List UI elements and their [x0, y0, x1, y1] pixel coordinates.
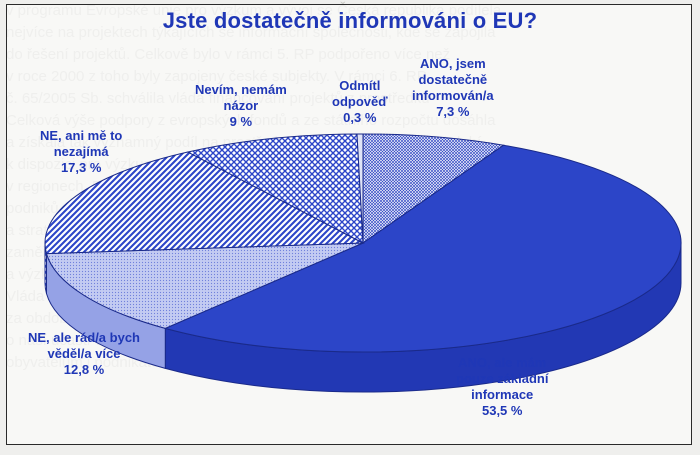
slice-label: Odmítl odpověď 0,3 % — [332, 78, 388, 126]
slice-label: ANO, jsem dostatečně informován/a 7,3 % — [412, 56, 494, 120]
slice-label: NE, ale rád/a bych věděl/a více 12,8 % — [28, 330, 140, 378]
slice-value-label: 17,3 % — [60, 160, 102, 175]
pie-slice — [362, 133, 505, 244]
slice-label: Nevím, nemám názor 9 % — [195, 82, 287, 130]
slice-value-label: 9 % — [229, 114, 253, 129]
slice-value-label: 7,3 % — [436, 104, 470, 119]
slice-label-text: Nevím, nemám — [195, 82, 287, 97]
slice-label-text: informace — [471, 387, 534, 402]
slice-label-text: Odmítl — [339, 78, 381, 93]
slice-label-text: nezajímá — [53, 144, 109, 159]
slice-label-text: NE, ale rád/a bych — [28, 330, 140, 345]
slice-value-label: 53,5 % — [481, 403, 523, 418]
slice-label-text: ANO, jsem — [419, 56, 486, 71]
slice-label-text: dostatečně — [418, 72, 488, 87]
slice-label-text: ANO, ale mám — [458, 355, 547, 370]
pie-slice — [163, 144, 682, 353]
slice-label-text: odpověď — [332, 94, 388, 109]
slice-value-label: 0,3 % — [343, 110, 377, 125]
slice-label: ANO, ale mám pouze základní informace 53,5 … — [456, 355, 548, 419]
slice-label-text: věděl/a více — [47, 346, 121, 361]
slice-label: NE, ani mě to nezajímá 17,3 % — [40, 128, 122, 176]
slice-label-text: pouze základní — [456, 371, 549, 386]
slice-label-text: informován/a — [412, 88, 494, 103]
chart-title: Jste dostatečně informováni o EU? — [162, 8, 538, 33]
slice-value-label: 12,8 % — [63, 362, 105, 377]
pie-slice — [186, 133, 364, 244]
pie-slice — [44, 151, 365, 255]
slice-label-text: NE, ani mě to — [40, 128, 123, 143]
pie-slice — [356, 133, 364, 244]
slice-label-text: názor — [223, 98, 259, 113]
pie-slice — [45, 242, 364, 329]
